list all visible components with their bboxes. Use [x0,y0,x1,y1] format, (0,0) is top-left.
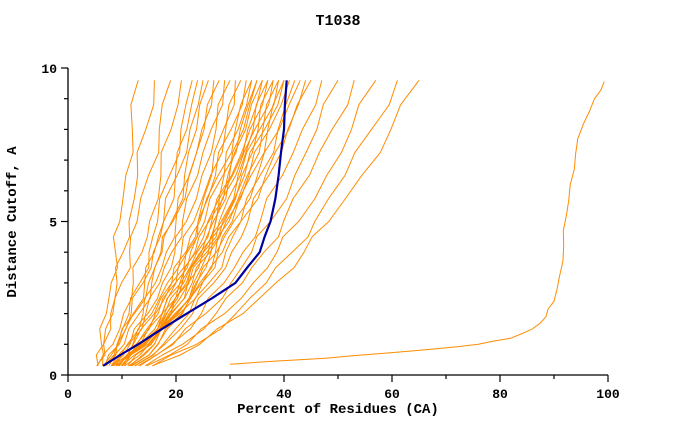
x-tick-label: 20 [168,387,184,402]
model-curve [128,80,274,367]
model-curve [116,80,269,367]
outlier-model-curve [229,81,605,365]
x-axis-label: Percent of Residues (CA) [237,402,439,418]
model-curve [146,80,377,367]
model-curve [103,80,220,367]
model-curve [110,80,226,367]
y-axis-label: Distance Cutoff, A [5,146,21,298]
model-curve [104,80,204,367]
model-curve [113,80,242,367]
model-curve [102,80,182,366]
chart-title: T1038 [315,13,360,30]
model-curve [130,80,285,367]
model-curve [134,80,296,367]
model-curve [117,80,263,367]
curves-layer [95,79,605,367]
x-tick-label: 40 [276,387,292,402]
model-curve [111,80,231,367]
model-curve [95,80,155,366]
model-curve [152,80,398,367]
y-tick-label: 0 [49,369,57,384]
model-curve [108,80,209,367]
model-curve [134,80,307,367]
x-tick-label: 80 [492,387,508,402]
model-curve [122,80,253,367]
model-curve [137,80,339,367]
x-tick-label: 60 [384,387,400,402]
model-curve [96,80,172,367]
y-tick-label: 10 [41,62,57,77]
x-tick-label: 100 [596,387,620,402]
model-curve [131,80,280,367]
y-tick-label: 5 [49,216,57,231]
ticks-layer: 0 20 40 60 80 100 0 5 10 [41,62,620,402]
model-curve [152,79,420,367]
model-curve [111,80,215,367]
reference-curve [102,80,288,367]
model-curve [115,80,258,367]
model-curve [120,80,301,367]
model-curve [139,80,323,367]
model-curve [115,80,247,367]
model-curve [112,80,253,367]
model-curve [121,80,312,367]
model-curve [116,80,274,367]
x-tick-label: 0 [64,387,72,402]
model-curve [96,80,139,367]
